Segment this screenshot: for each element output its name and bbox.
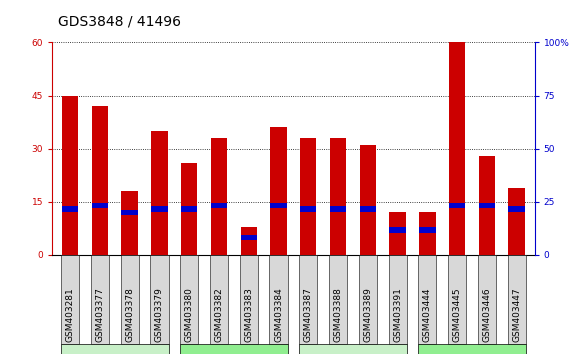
Bar xyxy=(360,206,376,211)
Text: GSM403444: GSM403444 xyxy=(423,287,432,342)
Text: GSM403377: GSM403377 xyxy=(95,287,105,342)
FancyBboxPatch shape xyxy=(270,255,288,344)
FancyBboxPatch shape xyxy=(210,255,228,344)
Bar xyxy=(479,156,495,255)
Bar xyxy=(151,206,168,211)
FancyBboxPatch shape xyxy=(180,255,198,344)
FancyBboxPatch shape xyxy=(180,344,288,354)
Text: GSM403382: GSM403382 xyxy=(214,287,224,342)
Bar xyxy=(508,206,525,211)
Text: GSM403389: GSM403389 xyxy=(363,287,372,342)
Text: GSM403445: GSM403445 xyxy=(453,287,462,342)
Bar xyxy=(121,210,138,215)
Bar xyxy=(389,227,406,233)
Bar xyxy=(300,206,317,211)
FancyBboxPatch shape xyxy=(478,255,496,344)
Bar xyxy=(181,163,198,255)
Text: GSM403388: GSM403388 xyxy=(333,287,343,342)
Bar xyxy=(270,202,286,208)
FancyBboxPatch shape xyxy=(418,255,436,344)
Bar xyxy=(419,212,436,255)
Text: GSM403281: GSM403281 xyxy=(66,287,74,342)
FancyBboxPatch shape xyxy=(91,255,109,344)
FancyBboxPatch shape xyxy=(299,344,407,354)
FancyBboxPatch shape xyxy=(150,255,168,344)
FancyBboxPatch shape xyxy=(389,255,407,344)
Bar xyxy=(211,202,227,208)
Bar xyxy=(241,227,257,255)
Bar xyxy=(449,202,465,208)
Bar xyxy=(121,191,138,255)
Bar xyxy=(300,138,317,255)
FancyBboxPatch shape xyxy=(329,255,347,344)
Bar xyxy=(92,106,108,255)
Bar xyxy=(479,202,495,208)
Bar xyxy=(330,206,346,211)
Text: GSM403447: GSM403447 xyxy=(512,287,521,342)
Text: GSM403380: GSM403380 xyxy=(185,287,193,342)
Text: GSM403383: GSM403383 xyxy=(244,287,253,342)
FancyBboxPatch shape xyxy=(508,255,526,344)
FancyBboxPatch shape xyxy=(61,344,168,354)
Bar xyxy=(360,145,376,255)
Bar xyxy=(181,206,198,211)
Bar xyxy=(241,234,257,240)
FancyBboxPatch shape xyxy=(448,255,466,344)
Bar xyxy=(92,202,108,208)
Text: GSM403391: GSM403391 xyxy=(393,287,402,342)
Text: GSM403387: GSM403387 xyxy=(304,287,313,342)
FancyBboxPatch shape xyxy=(61,255,79,344)
FancyBboxPatch shape xyxy=(240,255,258,344)
Text: GDS3848 / 41496: GDS3848 / 41496 xyxy=(58,14,181,28)
Bar xyxy=(419,227,436,233)
FancyBboxPatch shape xyxy=(121,255,139,344)
Text: GSM403378: GSM403378 xyxy=(125,287,134,342)
Bar xyxy=(211,138,227,255)
FancyBboxPatch shape xyxy=(358,255,377,344)
FancyBboxPatch shape xyxy=(418,344,526,354)
Bar xyxy=(449,42,465,255)
Bar xyxy=(62,96,78,255)
Text: GSM403446: GSM403446 xyxy=(482,287,492,342)
Bar xyxy=(151,131,168,255)
FancyBboxPatch shape xyxy=(299,255,317,344)
Text: GSM403379: GSM403379 xyxy=(155,287,164,342)
Bar xyxy=(330,138,346,255)
Text: GSM403384: GSM403384 xyxy=(274,287,283,342)
Bar xyxy=(270,127,286,255)
Bar xyxy=(389,212,406,255)
Bar xyxy=(508,188,525,255)
Bar xyxy=(62,206,78,211)
